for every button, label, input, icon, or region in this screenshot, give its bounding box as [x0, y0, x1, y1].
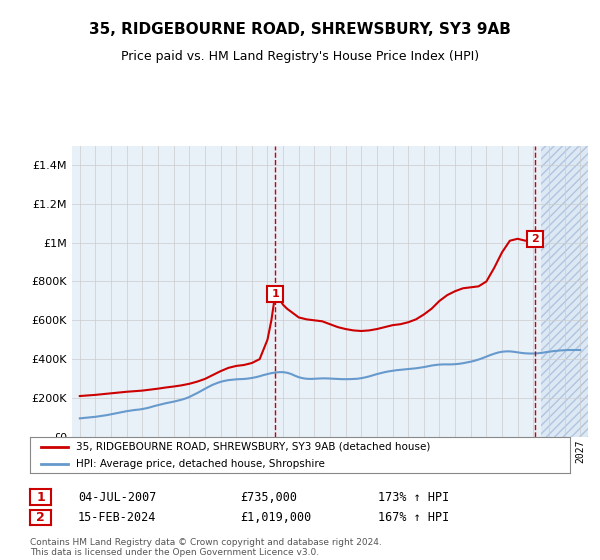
Text: £1,019,000: £1,019,000: [240, 511, 311, 524]
Text: 1: 1: [36, 491, 45, 504]
Text: 35, RIDGEBOURNE ROAD, SHREWSBURY, SY3 9AB: 35, RIDGEBOURNE ROAD, SHREWSBURY, SY3 9A…: [89, 22, 511, 38]
Text: HPI: Average price, detached house, Shropshire: HPI: Average price, detached house, Shro…: [76, 459, 325, 469]
Text: Price paid vs. HM Land Registry's House Price Index (HPI): Price paid vs. HM Land Registry's House …: [121, 50, 479, 63]
Text: 2: 2: [36, 511, 45, 524]
Text: 173% ↑ HPI: 173% ↑ HPI: [378, 491, 449, 504]
Text: 167% ↑ HPI: 167% ↑ HPI: [378, 511, 449, 524]
Bar: [541, 146, 588, 437]
Text: Contains HM Land Registry data © Crown copyright and database right 2024.
This d: Contains HM Land Registry data © Crown c…: [30, 538, 382, 557]
Text: 1: 1: [271, 289, 279, 299]
Text: £735,000: £735,000: [240, 491, 297, 504]
Text: 15-FEB-2024: 15-FEB-2024: [78, 511, 157, 524]
Bar: [541, 146, 588, 437]
Text: 35, RIDGEBOURNE ROAD, SHREWSBURY, SY3 9AB (detached house): 35, RIDGEBOURNE ROAD, SHREWSBURY, SY3 9A…: [76, 442, 430, 452]
Text: 04-JUL-2007: 04-JUL-2007: [78, 491, 157, 504]
Text: 2: 2: [532, 234, 539, 244]
